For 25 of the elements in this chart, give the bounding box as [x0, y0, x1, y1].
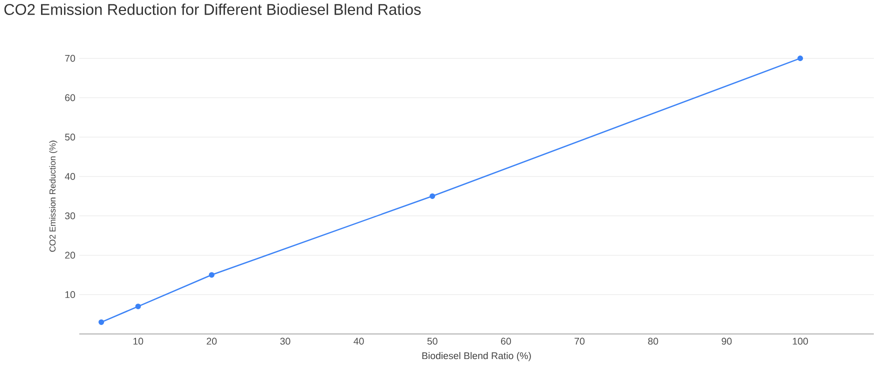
x-tick-label: 80 [648, 338, 658, 345]
x-tick-label: 20 [206, 338, 217, 345]
point [797, 56, 804, 62]
x-tick-label: 90 [722, 338, 732, 345]
y-tick-label: 30 [65, 212, 76, 220]
point [208, 272, 214, 278]
x-tick-label: 30 [280, 338, 290, 345]
x-axis-title: Biodiesel Blend Ratio (%) [422, 352, 531, 362]
y-tick-label: 70 [65, 55, 76, 62]
x-tick-label: 50 [427, 338, 438, 345]
x-tick-label: 60 [501, 338, 511, 345]
x-tick-label: 40 [354, 338, 364, 345]
point [98, 320, 104, 326]
x-tick-label: 100 [792, 338, 808, 345]
x-tick-label: 10 [133, 338, 144, 345]
point [135, 304, 141, 310]
y-tick-label: 50 [65, 134, 76, 141]
y-axis-title: CO2 Emission Reduction (%) [49, 140, 58, 252]
point [430, 194, 436, 200]
y-tick-label: 60 [65, 94, 76, 102]
y-tick-label: 40 [64, 173, 76, 180]
x-tick-label: 70 [574, 338, 585, 345]
y-tick-label: 10 [65, 291, 76, 298]
chart-title: CO2 Emission Reduction for Different Biodiesel Blend Ratios [4, 4, 421, 16]
y-tick-label: 20 [65, 252, 76, 259]
